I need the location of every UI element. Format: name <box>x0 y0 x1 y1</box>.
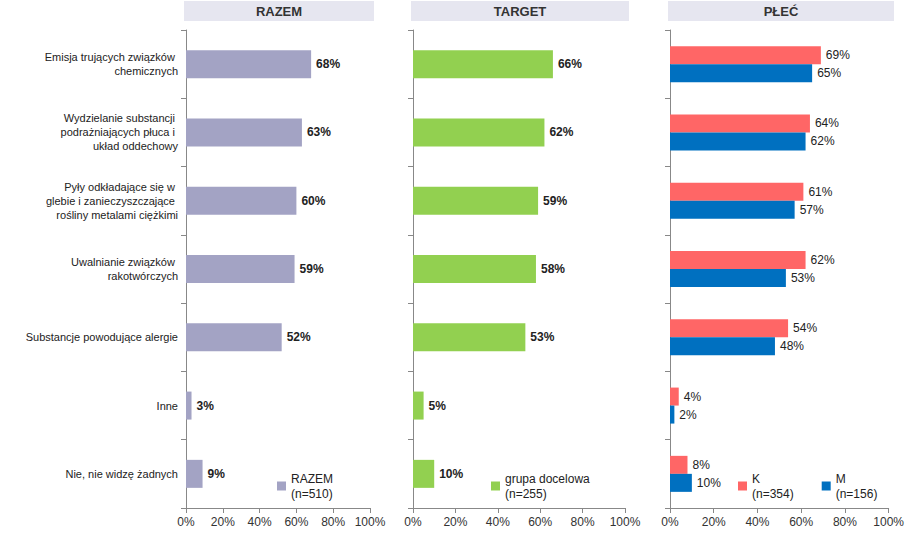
svg-text:9%: 9% <box>208 467 226 481</box>
svg-text:PŁEĆ: PŁEĆ <box>764 4 799 19</box>
svg-text:20%: 20% <box>443 515 467 529</box>
svg-text:40%: 40% <box>745 515 769 529</box>
svg-text:0%: 0% <box>661 515 679 529</box>
svg-text:60%: 60% <box>301 194 325 208</box>
svg-text:10%: 10% <box>439 467 463 481</box>
svg-text:100%: 100% <box>873 515 904 529</box>
svg-text:62%: 62% <box>811 253 835 267</box>
svg-text:Pyły odkładające się w: Pyły odkładające się w <box>64 181 178 193</box>
svg-text:0%: 0% <box>404 515 422 529</box>
svg-text:60%: 60% <box>284 515 308 529</box>
svg-text:62%: 62% <box>549 125 573 139</box>
svg-text:57%: 57% <box>800 203 824 217</box>
svg-text:chemicznych: chemicznych <box>114 65 178 77</box>
svg-text:2%: 2% <box>679 408 697 422</box>
svg-text:podrażniających płuca i: podrażniających płuca i <box>61 126 178 138</box>
svg-text:Nie, nie widzę żadnych: Nie, nie widzę żadnych <box>65 468 178 480</box>
svg-text:grupa docelowa: grupa docelowa <box>505 472 590 486</box>
svg-text:66%: 66% <box>558 57 582 71</box>
svg-text:RAZEM: RAZEM <box>256 4 302 19</box>
svg-text:Inne: Inne <box>157 400 178 412</box>
svg-text:0%: 0% <box>177 515 195 529</box>
svg-text:20%: 20% <box>211 515 235 529</box>
svg-text:100%: 100% <box>355 515 386 529</box>
svg-text:Emisja trujących związków: Emisja trujących związków <box>45 51 178 63</box>
svg-text:69%: 69% <box>826 48 850 62</box>
svg-text:Wydzielanie substancji: Wydzielanie substancji <box>64 112 178 124</box>
svg-text:68%: 68% <box>316 57 340 71</box>
svg-text:62%: 62% <box>811 134 835 148</box>
svg-text:80%: 80% <box>571 515 595 529</box>
svg-text:60%: 60% <box>789 515 813 529</box>
svg-text:20%: 20% <box>702 515 726 529</box>
svg-text:65%: 65% <box>817 66 841 80</box>
svg-text:(n=510): (n=510) <box>291 487 333 501</box>
svg-text:5%: 5% <box>429 399 447 413</box>
svg-text:61%: 61% <box>808 185 832 199</box>
svg-text:54%: 54% <box>793 321 817 335</box>
svg-text:10%: 10% <box>697 476 721 490</box>
svg-text:TARGET: TARGET <box>494 4 547 19</box>
svg-text:80%: 80% <box>321 515 345 529</box>
svg-text:40%: 40% <box>248 515 272 529</box>
svg-text:40%: 40% <box>486 515 510 529</box>
svg-text:rośliny metalami ciężkimi: rośliny metalami ciężkimi <box>56 209 178 221</box>
svg-text:60%: 60% <box>528 515 552 529</box>
svg-text:M: M <box>836 472 846 486</box>
svg-text:59%: 59% <box>300 262 324 276</box>
svg-text:(n=255): (n=255) <box>505 487 547 501</box>
svg-text:80%: 80% <box>833 515 857 529</box>
svg-text:48%: 48% <box>780 339 804 353</box>
svg-text:4%: 4% <box>684 390 702 404</box>
svg-text:53%: 53% <box>530 330 554 344</box>
svg-text:52%: 52% <box>287 330 311 344</box>
svg-text:Substancje powodujące alergie: Substancje powodujące alergie <box>26 331 178 343</box>
svg-text:59%: 59% <box>543 194 567 208</box>
svg-text:Uwalnianie związków: Uwalnianie związków <box>71 256 178 268</box>
svg-text:glebie i zanieczyszczające: glebie i zanieczyszczające <box>46 195 178 207</box>
svg-text:RAZEM: RAZEM <box>291 472 333 486</box>
svg-text:(n=354): (n=354) <box>752 487 794 501</box>
svg-text:(n=156): (n=156) <box>836 487 878 501</box>
svg-text:K: K <box>752 472 760 486</box>
svg-text:układ oddechowy: układ oddechowy <box>93 140 179 152</box>
svg-text:3%: 3% <box>197 399 215 413</box>
svg-text:64%: 64% <box>815 116 839 130</box>
svg-text:100%: 100% <box>610 515 641 529</box>
svg-text:8%: 8% <box>692 458 710 472</box>
svg-text:58%: 58% <box>541 262 565 276</box>
svg-text:rakotwórczych: rakotwórczych <box>108 270 178 282</box>
svg-text:63%: 63% <box>307 125 331 139</box>
svg-text:53%: 53% <box>791 271 815 285</box>
